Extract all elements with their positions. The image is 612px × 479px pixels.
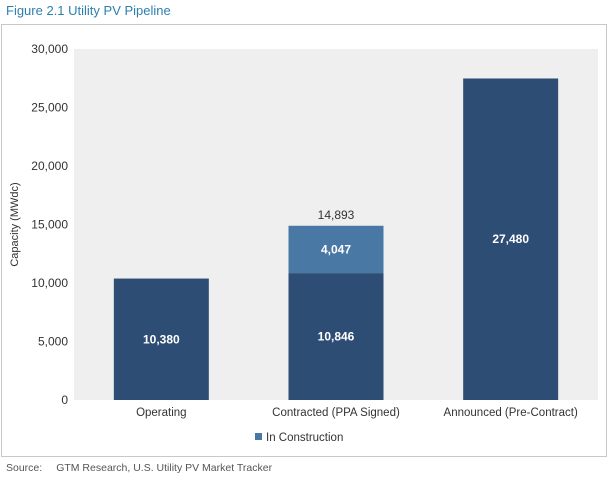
bar-segment bbox=[463, 78, 559, 400]
chart-frame: 0 5,000 10,000 15,000 20,000 25,000 30,000 10,… bbox=[1, 24, 607, 457]
total-label: 14,893 bbox=[318, 208, 355, 222]
y-tick-label: 0 bbox=[61, 393, 68, 407]
y-tick-label: 20,000 bbox=[31, 159, 68, 173]
data-label: 10,380 bbox=[143, 332, 180, 346]
data-label: 10,846 bbox=[318, 330, 355, 344]
data-label: 27,480 bbox=[492, 232, 529, 246]
data-label: 4,047 bbox=[321, 242, 351, 256]
y-axis-label: Capacity (MWdc) bbox=[9, 182, 21, 266]
source-text: GTM Research, U.S. Utility PV Market Tra… bbox=[56, 462, 273, 474]
x-tick-label: Announced (Pre-Contract) bbox=[444, 407, 578, 419]
bar-segment bbox=[288, 273, 384, 400]
figure-title: Figure 2.1 Utility PV Pipeline bbox=[6, 3, 171, 18]
y-tick-label: 30,000 bbox=[31, 42, 68, 56]
bar-chart: 0 5,000 10,000 15,000 20,000 25,000 30,000 10,… bbox=[9, 42, 598, 444]
x-tick-label: Operating bbox=[136, 407, 187, 419]
y-tick-label: 10,000 bbox=[31, 276, 68, 290]
source-note: Source: GTM Research, U.S. Utility PV Mar… bbox=[6, 462, 272, 474]
legend-label-in-construction: In Construction bbox=[266, 432, 343, 444]
y-tick-label: 15,000 bbox=[31, 218, 68, 232]
y-tick-label: 5,000 bbox=[38, 335, 68, 349]
x-tick-label: Contracted (PPA Signed) bbox=[272, 407, 400, 419]
legend-swatch-in-construction bbox=[255, 433, 262, 440]
bar-segment bbox=[113, 278, 209, 400]
legend: In Construction bbox=[255, 432, 343, 444]
y-tick-label: 25,000 bbox=[31, 101, 68, 115]
bar-segment bbox=[288, 225, 384, 274]
source-label: Source: bbox=[6, 462, 43, 474]
